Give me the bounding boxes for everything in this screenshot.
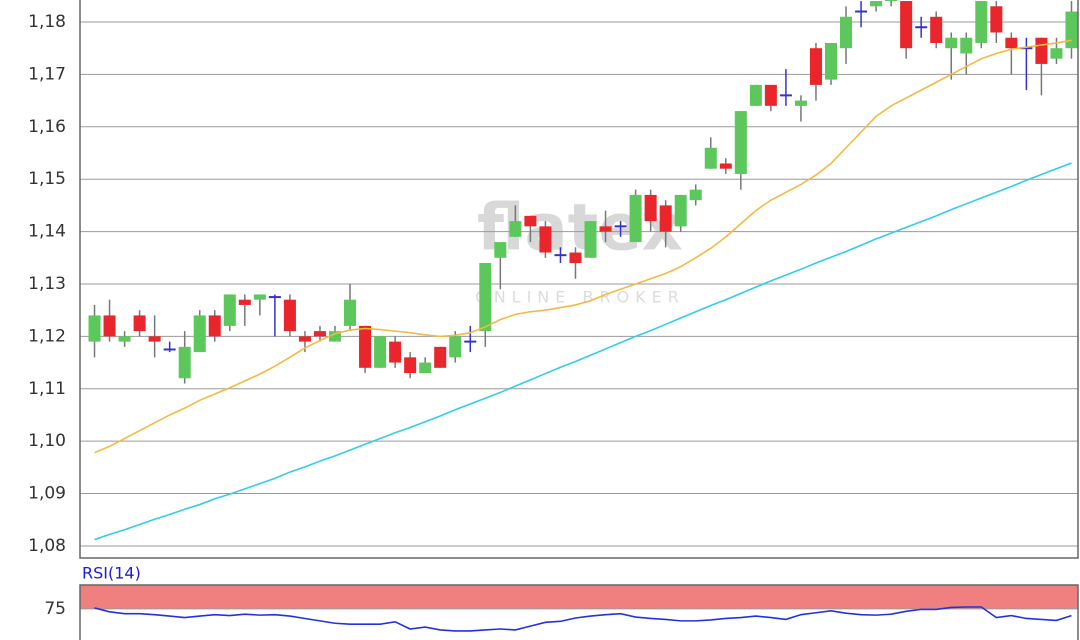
candle-body [359, 325, 372, 368]
candle-body [809, 48, 822, 85]
candle-body [870, 1, 883, 7]
candle-body [840, 16, 853, 49]
candle-body [719, 163, 732, 169]
plot-frame [79, 0, 1079, 559]
y-tick-label: 1,11 [28, 379, 66, 399]
candle-body [88, 315, 101, 342]
candle-body [238, 299, 251, 305]
candle-body [794, 100, 807, 106]
candle-body [659, 205, 672, 232]
candle-body [344, 299, 357, 326]
candle-body [524, 215, 537, 227]
candle-body [479, 263, 492, 332]
y-tick-label: 1,13 [28, 274, 66, 294]
candle-body [734, 111, 747, 174]
y-tick-label: 1,08 [28, 536, 66, 556]
watermark-tagline: ONLINE BROKER [475, 288, 685, 307]
candle-body [644, 194, 657, 222]
candle-body [1065, 11, 1078, 49]
candle-body [208, 315, 221, 337]
candle-body [945, 37, 958, 49]
y-tick-label: 1,12 [28, 326, 66, 346]
candle-body [449, 336, 462, 358]
candle-body [569, 252, 582, 264]
candle-body [253, 294, 266, 300]
candle-body [148, 336, 161, 342]
candle-body [133, 315, 146, 332]
candle-body [824, 42, 838, 80]
candle-body [960, 37, 973, 54]
candle-body [975, 1, 988, 43]
candle-body [584, 221, 597, 258]
candle-body [328, 331, 342, 342]
rsi-title: RSI(14) [82, 564, 141, 583]
candle-body [1035, 37, 1048, 64]
candle-body [539, 226, 552, 253]
candle-body [629, 194, 642, 243]
y-tick-label: 1,15 [28, 169, 66, 189]
candle-body [764, 84, 777, 106]
candle-body [674, 194, 687, 227]
candle-body [930, 16, 943, 43]
y-tick-label: 1,09 [28, 484, 66, 504]
candle-body [509, 221, 522, 237]
moving-average-line [94, 162, 1072, 541]
candle-body [404, 357, 417, 374]
candle-body [885, 0, 898, 2]
candle-body [298, 336, 311, 342]
y-tick-label: 1,14 [28, 222, 66, 242]
y-tick-label: 75 [44, 599, 66, 619]
candle-body [178, 346, 191, 379]
y-tick-label: 1,10 [28, 431, 66, 451]
candle-body [1005, 37, 1018, 49]
candle-body [990, 6, 1003, 33]
overbought-band [80, 585, 1078, 609]
candle-body [434, 346, 447, 368]
candle-body [704, 147, 717, 169]
candle-body [494, 242, 507, 258]
candle-body [374, 336, 387, 368]
candle-body [118, 336, 131, 342]
candle-body [900, 1, 913, 49]
candle-body [389, 341, 402, 363]
y-tick-label: 1,17 [28, 64, 66, 84]
rsi-line [94, 606, 1072, 632]
candle-body [749, 84, 762, 106]
plot-frame [79, 584, 1079, 640]
candle-body [1050, 48, 1063, 59]
candle-body [283, 299, 296, 332]
candle-body [313, 331, 326, 337]
y-tick-label: 1,16 [28, 117, 66, 137]
y-tick-label: 1,18 [28, 12, 66, 32]
candle-body [419, 362, 432, 374]
candle-body [689, 189, 702, 201]
candle-body [193, 315, 206, 353]
candle-body [103, 315, 116, 337]
candle-body [223, 294, 236, 326]
candle-body [599, 226, 612, 232]
moving-average-line [94, 39, 1072, 454]
